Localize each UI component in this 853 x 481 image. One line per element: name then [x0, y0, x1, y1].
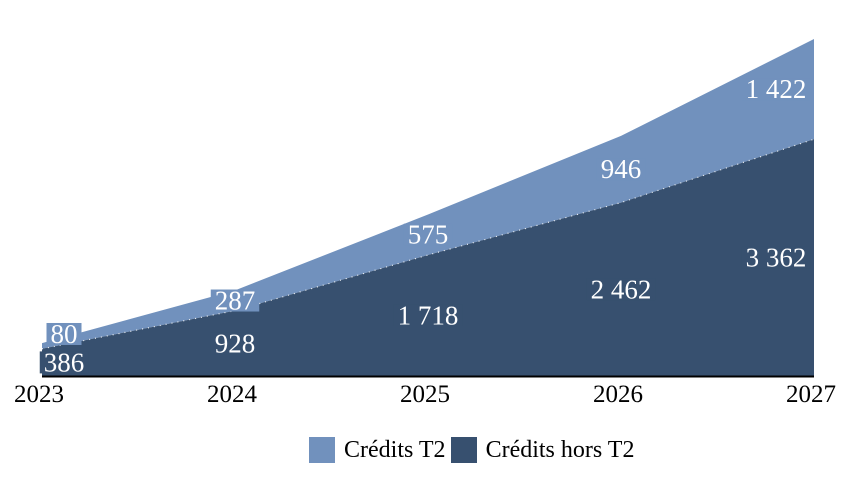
- legend-swatch-credits-t2: [309, 437, 335, 463]
- x-tick-label-2023: 2023: [14, 381, 64, 408]
- data-label-t2-2024: 287: [215, 286, 256, 316]
- legend-item-credits-t2: Crédits T2: [309, 437, 446, 463]
- legend: Crédits T2 Crédits hors T2: [309, 437, 634, 463]
- x-tick-label-2027: 2027: [786, 381, 836, 408]
- x-tick-label-2024: 2024: [207, 381, 257, 408]
- data-label-t2-2023: 80: [51, 319, 78, 349]
- data-label-hors-t2-2027: 3 362: [746, 243, 807, 273]
- data-label-hors-t2-2023-bg: [39, 351, 89, 374]
- data-label-t2-2025: 575: [408, 220, 449, 250]
- legend-item-credits-hors-t2: Crédits hors T2: [450, 437, 635, 463]
- data-label-hors-t2-2026-bg: [586, 278, 656, 301]
- data-label-hors-t2-2026: 2 462: [591, 274, 652, 304]
- data-label-hors-t2-2025-bg: [393, 304, 463, 327]
- legend-label-credits-t2: Crédits T2: [344, 437, 446, 463]
- x-tick-label-2026: 2026: [593, 381, 643, 408]
- legend-swatch-credits-hors-t2: [450, 437, 477, 463]
- data-label-t2-2023-bg: [46, 322, 82, 345]
- data-label-t2-2025-bg: [403, 223, 453, 246]
- data-label-hors-t2-2025: 1 718: [398, 300, 459, 330]
- data-label-hors-t2-2024: 928: [215, 328, 256, 358]
- x-tick-label-2025: 2025: [400, 381, 450, 408]
- data-label-t2-2027: 1 422: [746, 74, 807, 104]
- legend-label-credits-hors-t2: Crédits hors T2: [485, 437, 635, 463]
- data-label-hors-t2-2023: 386: [44, 347, 85, 377]
- data-label-t2-2024-bg: [210, 289, 260, 312]
- area-credits-hors-t2: [42, 139, 814, 376]
- data-label-hors-t2-2027-bg: [741, 246, 811, 269]
- data-label-t2-2026-bg: [596, 158, 646, 181]
- data-label-t2-2026: 946: [601, 154, 642, 184]
- data-label-hors-t2-2024-bg: [210, 332, 260, 355]
- data-label-t2-2027-bg: [741, 78, 811, 101]
